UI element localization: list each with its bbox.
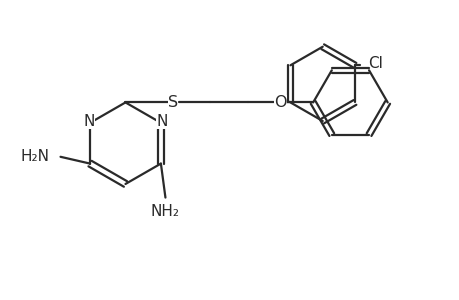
Text: H₂N: H₂N (20, 149, 49, 164)
Text: N: N (83, 114, 95, 129)
Text: O: O (274, 95, 286, 110)
Text: N: N (156, 114, 167, 129)
Text: S: S (168, 95, 178, 110)
Text: NH₂: NH₂ (151, 204, 179, 219)
Text: Cl: Cl (367, 56, 382, 70)
